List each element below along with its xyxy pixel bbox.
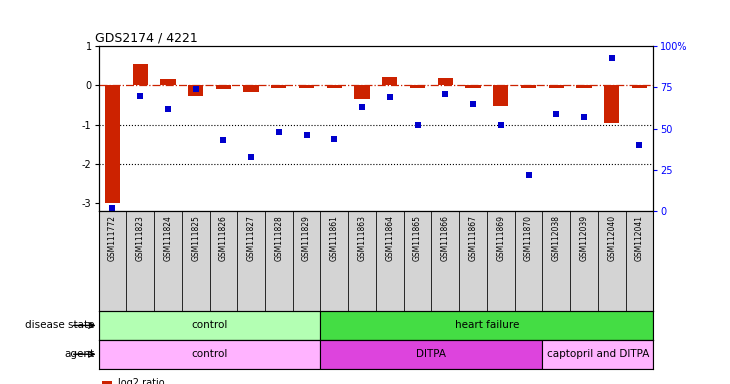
Bar — [244, 85, 258, 93]
Bar — [404, 211, 431, 311]
Bar — [577, 85, 591, 88]
Text: GSM111865: GSM111865 — [413, 215, 422, 261]
Text: GSM111867: GSM111867 — [469, 215, 477, 261]
Point — [218, 137, 229, 143]
Text: GSM111861: GSM111861 — [330, 215, 339, 261]
Point — [384, 94, 396, 100]
Bar — [383, 77, 397, 85]
Point — [273, 129, 285, 135]
Text: GSM111829: GSM111829 — [302, 215, 311, 261]
Point — [107, 205, 118, 211]
Text: GSM111823: GSM111823 — [136, 215, 145, 261]
Text: GSM112039: GSM112039 — [580, 215, 588, 262]
Bar — [431, 211, 459, 311]
Text: GSM112041: GSM112041 — [635, 215, 644, 261]
Point — [578, 114, 590, 120]
Bar — [626, 211, 653, 311]
Text: disease state: disease state — [26, 320, 95, 331]
Bar — [376, 211, 404, 311]
Bar — [99, 340, 320, 369]
Bar — [355, 85, 369, 99]
Point — [634, 142, 645, 148]
Bar — [570, 211, 598, 311]
Bar — [320, 311, 653, 340]
Bar — [320, 211, 348, 311]
Point — [550, 111, 562, 117]
Bar — [272, 85, 286, 88]
Text: GSM111772: GSM111772 — [108, 215, 117, 261]
Bar — [410, 85, 425, 88]
Bar — [133, 64, 147, 85]
Text: GSM111864: GSM111864 — [385, 215, 394, 261]
Text: GSM111866: GSM111866 — [441, 215, 450, 261]
Bar — [182, 211, 210, 311]
Point — [328, 136, 340, 142]
Bar — [466, 85, 480, 88]
Bar — [265, 211, 293, 311]
Bar — [99, 311, 320, 340]
Bar — [549, 85, 564, 88]
Point — [190, 86, 201, 92]
Bar — [542, 340, 653, 369]
Point — [245, 154, 257, 160]
Point — [606, 55, 618, 61]
Text: GSM111870: GSM111870 — [524, 215, 533, 261]
Point — [523, 172, 534, 178]
Bar — [216, 85, 231, 89]
Text: GSM111863: GSM111863 — [358, 215, 366, 261]
Bar — [542, 211, 570, 311]
Point — [467, 101, 479, 107]
Text: captopril and DITPA: captopril and DITPA — [547, 349, 649, 359]
Text: DITPA: DITPA — [416, 349, 447, 359]
Point — [439, 91, 451, 97]
Text: GSM112038: GSM112038 — [552, 215, 561, 261]
Bar — [604, 85, 619, 123]
Bar — [320, 340, 542, 369]
Bar — [237, 211, 265, 311]
Text: GDS2174 / 4221: GDS2174 / 4221 — [95, 31, 198, 44]
Point — [356, 104, 368, 110]
Text: heart failure: heart failure — [455, 320, 519, 331]
Bar — [188, 85, 203, 96]
Text: control: control — [191, 349, 228, 359]
Bar — [299, 85, 314, 88]
Bar — [99, 211, 126, 311]
Bar — [161, 79, 175, 85]
Text: log2 ratio: log2 ratio — [118, 378, 164, 384]
Text: GSM111825: GSM111825 — [191, 215, 200, 261]
Text: GSM111828: GSM111828 — [274, 215, 283, 261]
Text: GSM111827: GSM111827 — [247, 215, 255, 261]
Text: agent: agent — [65, 349, 95, 359]
Text: GSM111869: GSM111869 — [496, 215, 505, 261]
Bar — [105, 85, 120, 204]
Bar — [154, 211, 182, 311]
Bar — [210, 211, 237, 311]
Point — [301, 132, 312, 138]
Text: GSM111824: GSM111824 — [164, 215, 172, 261]
Text: GSM112040: GSM112040 — [607, 215, 616, 262]
Bar — [598, 211, 626, 311]
Bar — [493, 85, 508, 106]
Bar — [327, 85, 342, 88]
Point — [412, 122, 423, 128]
Text: control: control — [191, 320, 228, 331]
Bar — [438, 78, 453, 85]
Bar — [487, 211, 515, 311]
Point — [134, 93, 146, 99]
Bar — [459, 211, 487, 311]
Bar — [348, 211, 376, 311]
Bar — [515, 211, 542, 311]
Bar — [632, 85, 647, 88]
Bar — [126, 211, 154, 311]
Text: GSM111826: GSM111826 — [219, 215, 228, 261]
Point — [495, 122, 507, 128]
Bar — [293, 211, 320, 311]
Bar — [521, 85, 536, 88]
Point — [162, 106, 174, 112]
